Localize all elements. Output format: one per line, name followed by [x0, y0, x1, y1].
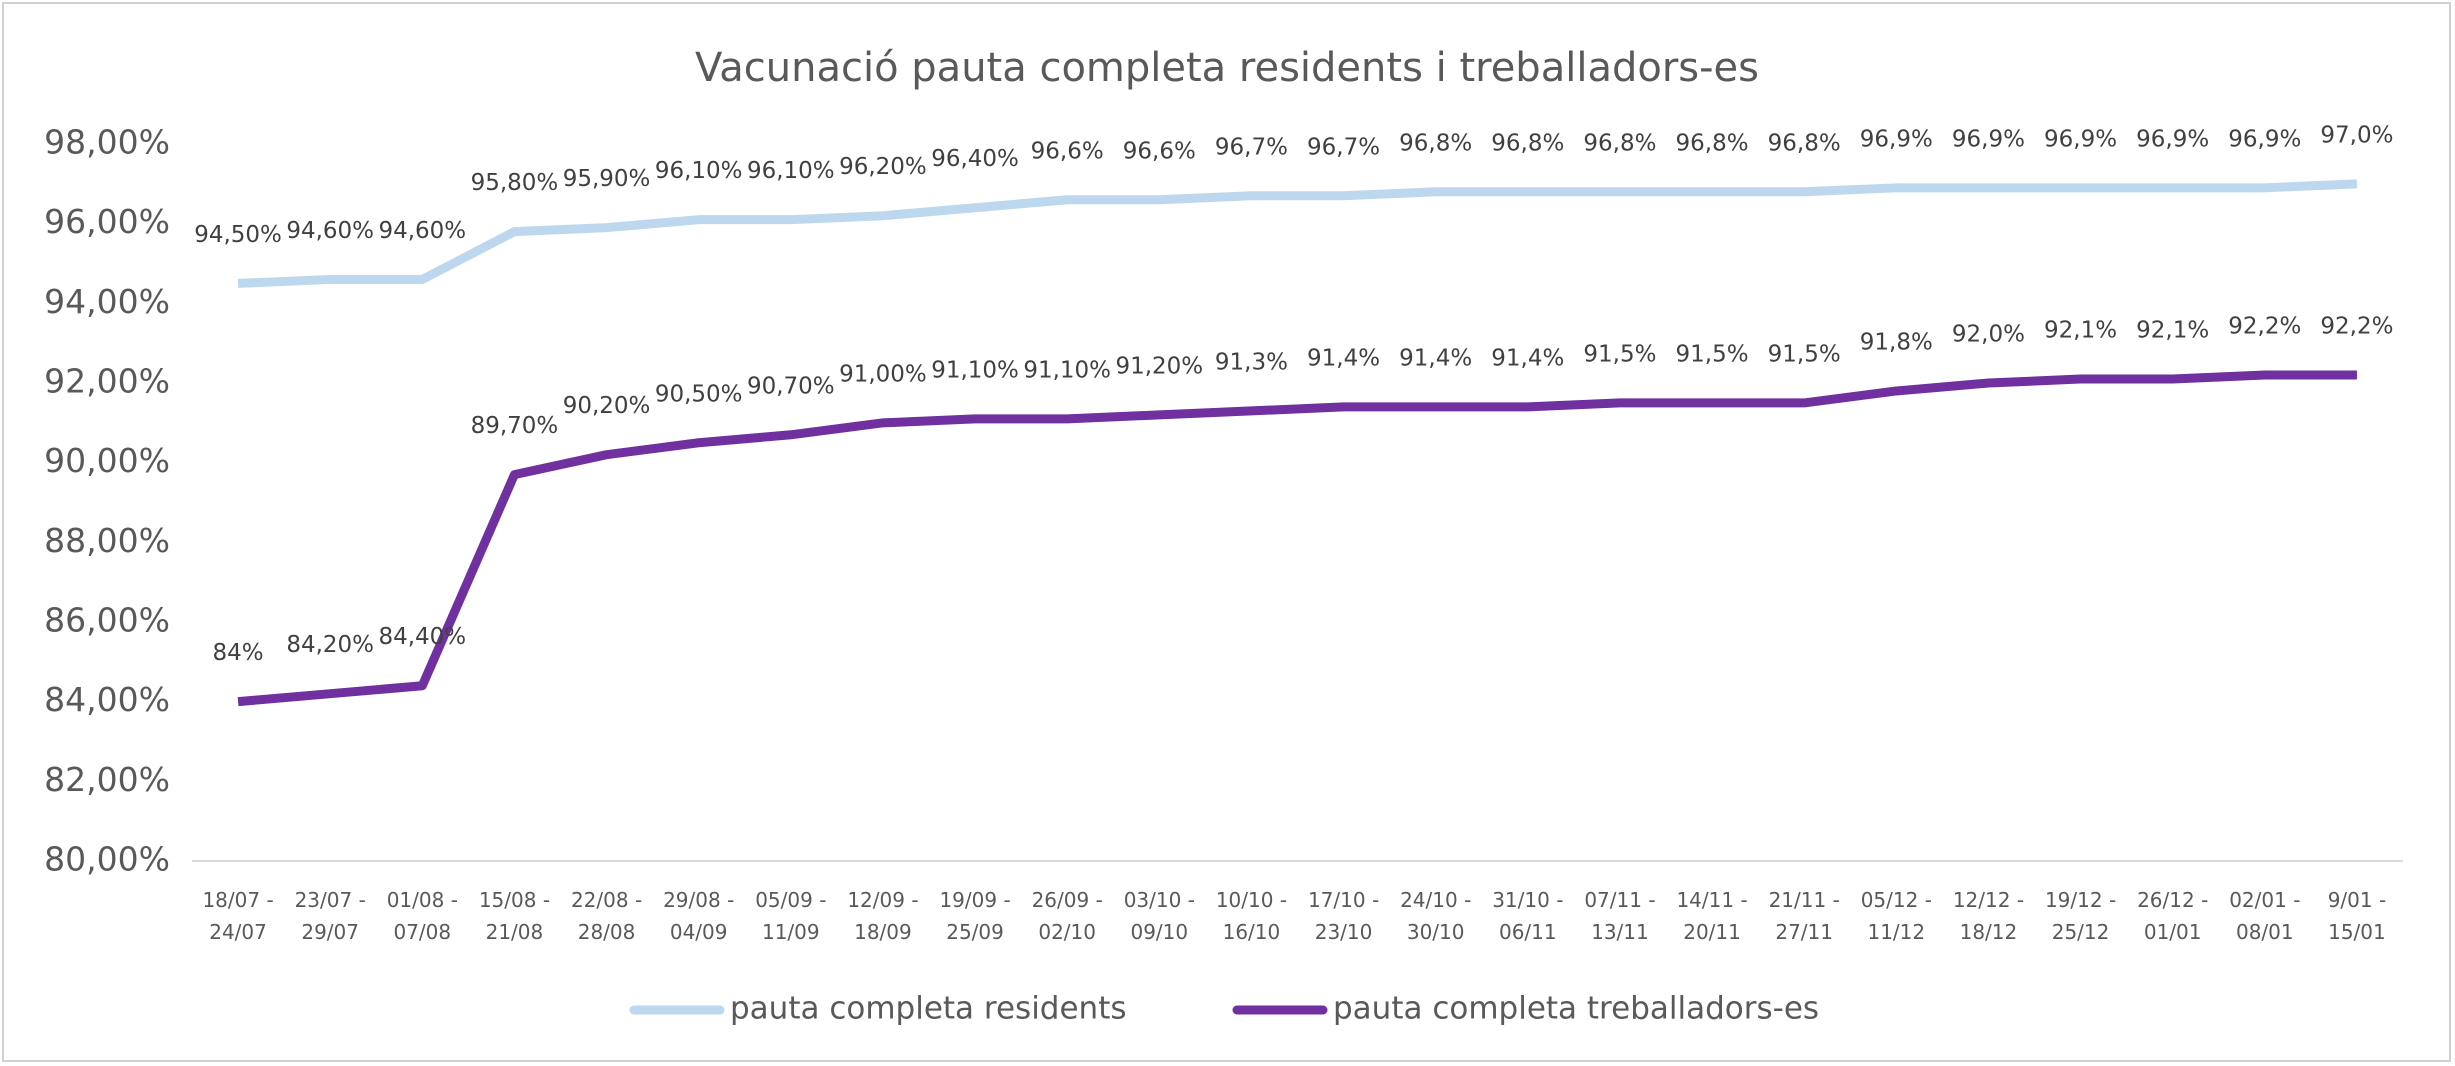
data-label: 96,7%: [1307, 134, 1380, 160]
x-tick-label: 29/08 - 04/09: [663, 888, 735, 944]
data-label: 91,3%: [1215, 349, 1288, 375]
data-label: 92,1%: [2044, 318, 2117, 344]
data-label: 92,2%: [2320, 314, 2393, 340]
x-tick-label: 01/08 - 07/08: [386, 888, 458, 944]
data-label: 91,5%: [1768, 341, 1841, 367]
data-label: 96,40%: [931, 146, 1019, 172]
data-label: 96,9%: [1952, 126, 2025, 152]
x-tick-label: 9/01 - 15/01: [2327, 888, 2387, 944]
x-tick-label: 19/12 - 25/12: [2044, 888, 2117, 944]
y-tick-label: 96,00%: [44, 202, 170, 241]
data-label: 91,8%: [1860, 329, 1933, 355]
x-tick-label: 12/09 - 18/09: [847, 888, 919, 944]
data-label: 96,6%: [1031, 138, 1104, 164]
y-tick-label: 90,00%: [44, 441, 170, 480]
y-tick-label: 84,00%: [44, 680, 170, 719]
x-tick-label: 07/11 - 13/11: [1584, 888, 1656, 944]
y-tick-label: 86,00%: [44, 601, 170, 640]
x-tick-label: 24/10 - 30/10: [1400, 888, 1472, 944]
data-label: 91,4%: [1399, 345, 1472, 371]
data-label: 92,1%: [2136, 318, 2209, 344]
data-label: 96,8%: [1583, 130, 1656, 156]
x-tick-label: 19/09 - 25/09: [939, 888, 1011, 944]
data-label: 96,8%: [1676, 130, 1749, 156]
data-label: 84%: [213, 640, 264, 666]
x-tick-label: 22/08 - 28/08: [570, 888, 643, 944]
data-label: 96,7%: [1215, 134, 1288, 160]
y-tick-label: 80,00%: [44, 840, 170, 879]
x-tick-label: 31/10 - 06/11: [1492, 888, 1564, 944]
x-tick-label: 26/09 - 02/10: [1031, 888, 1103, 944]
data-label: 84,40%: [378, 624, 466, 650]
series-line: [237, 370, 2357, 707]
x-tick-label: 15/08 - 21/08: [478, 888, 551, 944]
data-label: 94,60%: [378, 218, 466, 244]
legend-label: pauta completa residents: [730, 991, 1127, 1027]
data-label: 91,10%: [931, 357, 1019, 383]
data-label: 96,10%: [655, 158, 743, 184]
data-label: 92,2%: [2228, 314, 2301, 340]
x-tick-label: 03/10 - 09/10: [1123, 888, 1195, 944]
x-tick-label: 26/12 - 01/01: [2137, 888, 2209, 944]
data-label: 92,0%: [1952, 322, 2025, 348]
data-label: 96,9%: [2136, 126, 2209, 152]
x-tick-label: 14/11 - 20/11: [1676, 888, 1748, 944]
data-label: 96,10%: [747, 158, 835, 184]
data-label: 94,50%: [194, 222, 282, 248]
data-label: 84,20%: [286, 632, 374, 658]
data-label: 91,5%: [1583, 341, 1656, 367]
data-label: 96,9%: [2228, 126, 2301, 152]
data-label: 91,5%: [1676, 341, 1749, 367]
data-label: 91,4%: [1491, 345, 1564, 371]
data-label: 95,90%: [563, 166, 651, 192]
data-label: 90,50%: [655, 381, 743, 407]
y-tick-label: 98,00%: [44, 123, 170, 162]
x-tick-label: 12/12 - 18/12: [1952, 888, 2025, 944]
data-label: 91,00%: [839, 361, 927, 387]
x-tick-label: 05/12 - 11/12: [1860, 888, 1932, 944]
x-tick-label: 17/10 - 23/10: [1307, 888, 1380, 944]
y-tick-label: 92,00%: [44, 362, 170, 401]
data-label: 89,70%: [471, 413, 559, 439]
data-label: 96,8%: [1768, 130, 1841, 156]
data-label: 91,20%: [1115, 353, 1203, 379]
data-label: 96,20%: [839, 154, 927, 180]
data-label: 96,8%: [1399, 130, 1472, 156]
data-label: 96,6%: [1123, 138, 1196, 164]
data-label: 96,9%: [2044, 126, 2117, 152]
data-label: 96,8%: [1491, 130, 1564, 156]
data-label: 90,70%: [747, 373, 835, 399]
legend-label: pauta completa treballadors-es: [1333, 991, 1819, 1027]
x-tick-label: 23/07 - 29/07: [294, 888, 366, 944]
data-label: 91,4%: [1307, 345, 1380, 371]
data-label: 94,60%: [286, 218, 374, 244]
data-label: 90,20%: [563, 393, 651, 419]
data-label: 96,9%: [1860, 126, 1933, 152]
data-label: 97,0%: [2320, 122, 2393, 148]
y-tick-label: 82,00%: [44, 760, 170, 799]
x-tick-label: 10/10 - 16/10: [1215, 888, 1288, 944]
data-label: 91,10%: [1023, 357, 1111, 383]
y-tick-label: 94,00%: [44, 282, 170, 321]
x-tick-label: 18/07 - 24/07: [202, 888, 274, 944]
series-line: [237, 179, 2358, 288]
x-tick-label: 02/01 - 08/01: [2229, 888, 2301, 944]
y-tick-label: 88,00%: [44, 521, 170, 560]
chart-title: Vacunació pauta completa residents i tre…: [695, 45, 1759, 91]
data-label: 95,80%: [471, 170, 559, 196]
x-tick-label: 05/09 - 11/09: [755, 888, 827, 944]
x-tick-label: 21/11 - 27/11: [1768, 888, 1840, 944]
